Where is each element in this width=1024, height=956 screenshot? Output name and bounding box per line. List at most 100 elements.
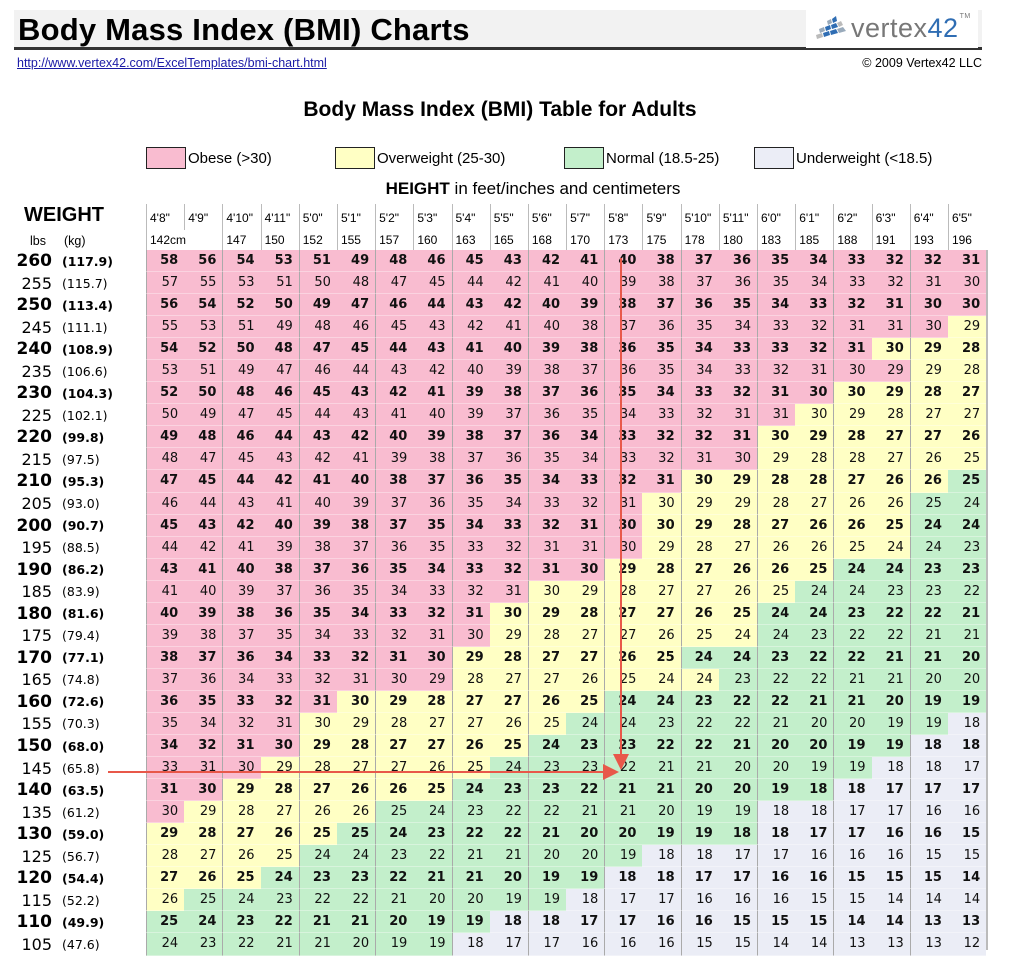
bmi-cell: 33 (604, 448, 643, 471)
bmi-cell: 24 (833, 580, 872, 603)
bmi-cell: 46 (336, 316, 376, 339)
bmi-cell: 43 (451, 294, 490, 317)
bmi-cell: 16 (642, 933, 681, 956)
bmi-cell: 21 (489, 845, 528, 868)
bmi-cell: 27 (604, 602, 643, 625)
bmi-cell: 19 (680, 823, 719, 846)
bmi-cell: 24 (757, 624, 796, 647)
bmi-cell: 33 (833, 250, 872, 273)
weight-kg: (52.2) (62, 892, 100, 908)
bmi-cell: 46 (298, 360, 337, 383)
bmi-cell: 27 (527, 668, 567, 691)
normal-swatch (564, 147, 604, 169)
bmi-cell: 31 (833, 316, 872, 339)
bmi-cell: 27 (680, 580, 719, 603)
height-axis-label: HEIGHT in feet/inches and centimeters (385, 179, 681, 198)
bmi-cell: 34 (260, 646, 299, 669)
bmi-cell: 53 (146, 360, 185, 383)
bmi-cell: 20 (909, 668, 948, 691)
bmi-cell: 24 (184, 911, 223, 934)
weight-label: 165 (74.8) (0, 669, 146, 691)
bmi-cell: 21 (833, 668, 872, 691)
bmi-cell: 21 (451, 867, 490, 890)
bmi-cell: 47 (222, 404, 261, 427)
bmi-cell: 29 (909, 338, 948, 361)
weight-label: 110 (49.9) (0, 911, 146, 933)
bmi-cell: 13 (871, 933, 910, 956)
bmi-cell: 23 (222, 911, 261, 934)
bmi-cell: 24 (718, 624, 757, 647)
bmi-cell: 34 (489, 492, 528, 515)
bmi-cell: 52 (222, 294, 261, 317)
bmi-cell: 29 (298, 735, 337, 758)
bmi-cell: 26 (833, 492, 872, 515)
bmi-cell: 38 (298, 536, 337, 559)
bmi-cell: 52 (184, 338, 223, 361)
bmi-cell: 43 (222, 492, 261, 515)
vertex42-logo[interactable]: vertex42TM (806, 8, 978, 48)
bmi-cell: 12 (947, 933, 987, 956)
bmi-cell: 27 (413, 735, 452, 758)
weight-label: 150 (68.0) (0, 735, 146, 757)
bmi-cell: 47 (298, 338, 337, 361)
bmi-cell: 16 (947, 801, 987, 824)
bmi-cell: 14 (909, 889, 948, 912)
bmi-cell: 22 (795, 668, 834, 691)
bmi-cell: 22 (909, 602, 948, 625)
bmi-cell: 36 (527, 404, 567, 427)
table-row: 230 (104.3) 52 50 48 46 45 43 42 41 39 38 37 36 35 34 33… (0, 382, 987, 405)
weight-kg: (86.2) (62, 562, 105, 578)
bmi-cell: 38 (489, 382, 528, 405)
bmi-cell: 24 (871, 536, 910, 559)
weight-kg: (97.5) (62, 451, 100, 467)
bmi-cell: 26 (642, 624, 681, 647)
bmi-cell: 46 (260, 382, 299, 405)
bmi-cell: 31 (146, 779, 185, 802)
bmi-cell: 25 (566, 690, 605, 713)
table-row: 115 (52.2) 26 25 24 23 22 22 21 20 20 19 19 18 17 17 16 1… (0, 889, 987, 912)
bmi-cell: 42 (260, 470, 299, 493)
bmi-cell: 24 (680, 646, 719, 669)
bmi-cell: 17 (718, 845, 757, 868)
bmi-cell: 36 (718, 250, 757, 273)
bmi-cell: 51 (298, 250, 337, 273)
weight-label: 195 (88.5) (0, 537, 146, 559)
height-header-ft: 6'2" (833, 204, 871, 230)
bmi-cell: 30 (642, 514, 681, 537)
height-header-ft: 5'5" (489, 204, 528, 230)
bmi-cell: 35 (413, 536, 452, 559)
bmi-cell: 19 (909, 712, 948, 736)
bmi-cell: 18 (757, 823, 796, 846)
weight-kg: (77.1) (62, 650, 105, 666)
bmi-cell: 17 (680, 867, 719, 890)
bmi-cell: 41 (336, 448, 376, 471)
bmi-cell: 22 (604, 757, 643, 780)
weight-lbs: 115 (21, 890, 52, 910)
bmi-cell: 17 (604, 889, 643, 912)
bmi-cell: 23 (260, 889, 299, 912)
weight-axis-label: WEIGHT (24, 204, 104, 226)
bmi-cell: 29 (375, 690, 414, 713)
source-url-link[interactable]: http://www.vertex42.com/ExcelTemplates/b… (17, 56, 327, 70)
bmi-cell: 23 (680, 690, 719, 713)
bmi-cell: 29 (757, 448, 796, 471)
bmi-cell: 30 (604, 536, 643, 559)
bmi-cell: 32 (527, 514, 567, 537)
bmi-cell: 16 (909, 823, 948, 846)
bmi-cell: 29 (451, 646, 490, 669)
bmi-cell: 36 (718, 272, 757, 295)
bmi-cell: 55 (146, 316, 185, 339)
weight-lbs: 215 (21, 449, 52, 469)
bmi-cell: 34 (222, 668, 261, 691)
bmi-cell: 28 (375, 712, 414, 736)
bmi-cell: 20 (375, 911, 414, 934)
bmi-cell: 23 (757, 646, 796, 669)
weight-kg: (108.9) (62, 341, 113, 357)
table-row: 105 (47.6) 24 23 22 21 21 20 19 19 18 17 17 16 16 16 15 1… (0, 933, 987, 956)
weight-kg: (54.4) (62, 870, 105, 886)
height-header-ft: 6'0" (757, 204, 795, 230)
bmi-cell: 46 (375, 294, 414, 317)
bmi-cell: 44 (222, 470, 261, 493)
weight-label: 160 (72.6) (0, 691, 146, 713)
bmi-cell: 31 (718, 404, 757, 427)
